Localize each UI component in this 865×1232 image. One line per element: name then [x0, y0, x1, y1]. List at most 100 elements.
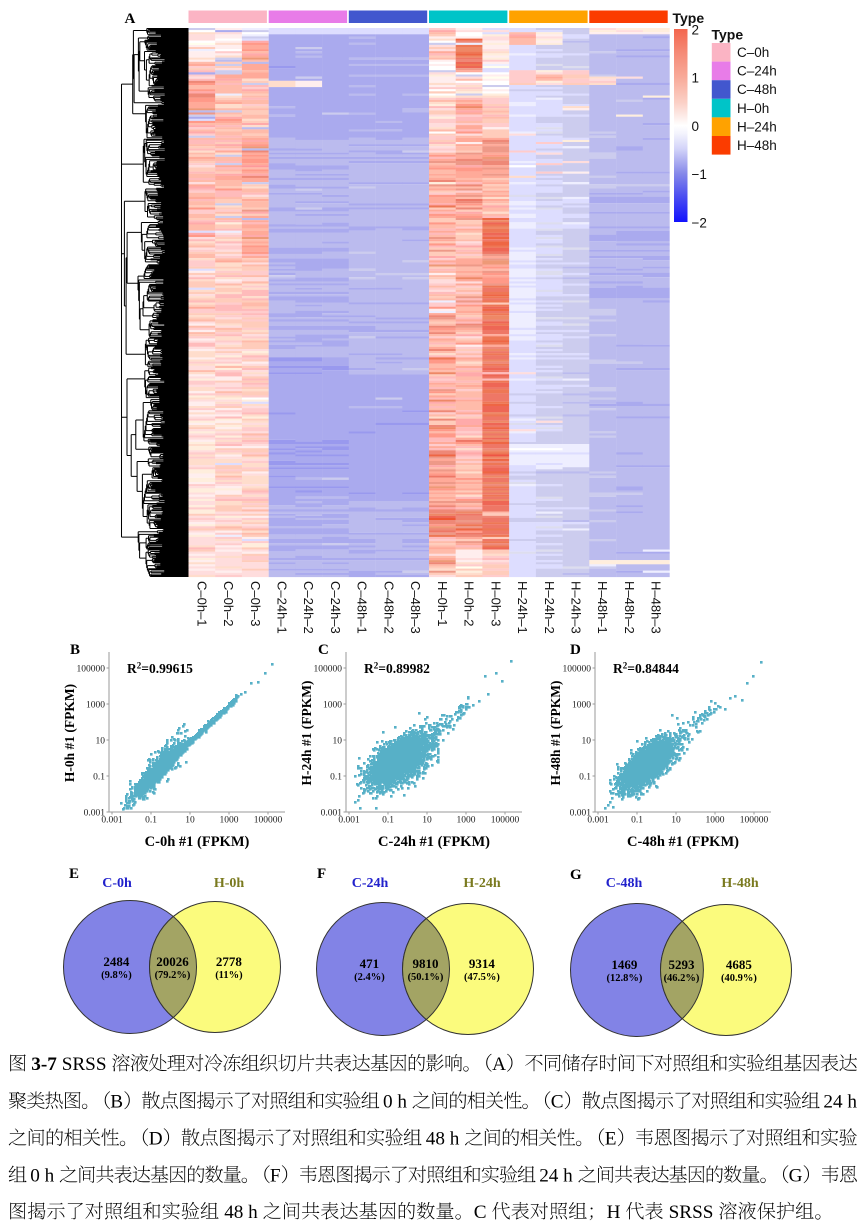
- svg-text:1000: 1000: [572, 700, 591, 710]
- svg-text:10: 10: [582, 736, 592, 746]
- svg-text:(11%): (11%): [215, 970, 243, 981]
- svg-text:100000: 100000: [314, 664, 343, 674]
- svg-text:C–0h–1: C–0h–1: [194, 581, 209, 627]
- svg-text:H–0h–1: H–0h–1: [435, 581, 450, 627]
- svg-text:0.1: 0.1: [579, 772, 591, 782]
- svg-text:E: E: [69, 866, 79, 882]
- svg-text:24 h: 24 h: [823, 1092, 857, 1113]
- svg-text:F: F: [270, 1166, 281, 1187]
- svg-text:1469: 1469: [611, 957, 638, 972]
- svg-text:H–48h: H–48h: [737, 138, 777, 153]
- svg-text:H–48h–3: H–48h–3: [649, 581, 664, 634]
- svg-text:0.001: 0.001: [570, 808, 592, 818]
- svg-text:G: G: [570, 867, 582, 883]
- svg-text:H-48h: H-48h: [721, 876, 759, 891]
- svg-text:H: H: [607, 1202, 626, 1223]
- svg-text:10: 10: [185, 816, 195, 826]
- svg-text:100000: 100000: [491, 816, 520, 826]
- svg-text:C–48h–2: C–48h–2: [381, 581, 396, 634]
- svg-text:0.1: 0.1: [145, 816, 157, 826]
- svg-text:H-24h #1 (FPKM): H-24h #1 (FPKM): [299, 681, 314, 786]
- svg-text:SRSS: SRSS: [669, 1202, 719, 1223]
- svg-text:0.1: 0.1: [93, 772, 105, 782]
- svg-text:1000: 1000: [457, 816, 476, 826]
- svg-text:H–48h–2: H–48h–2: [622, 581, 637, 634]
- svg-text:H–24h–2: H–24h–2: [542, 581, 557, 634]
- svg-text:1: 1: [692, 71, 700, 86]
- svg-text:C-48h #1 (FPKM): C-48h #1 (FPKM): [627, 834, 739, 850]
- svg-text:C–24h–3: C–24h–3: [328, 581, 343, 634]
- svg-text:2484: 2484: [103, 954, 130, 969]
- svg-text:0.001: 0.001: [84, 808, 106, 818]
- svg-text:−1: −1: [692, 167, 707, 182]
- svg-text:1000: 1000: [220, 816, 239, 826]
- svg-text:−2: −2: [692, 215, 707, 230]
- svg-text:D: D: [570, 642, 581, 658]
- svg-text:2: 2: [692, 22, 700, 37]
- svg-text:0.001: 0.001: [321, 808, 343, 818]
- svg-text:0.1: 0.1: [631, 816, 643, 826]
- svg-text:5293: 5293: [669, 957, 696, 972]
- svg-text:4685: 4685: [726, 957, 753, 972]
- svg-text:(47.5%): (47.5%): [464, 972, 500, 983]
- svg-text:(40.9%): (40.9%): [721, 973, 757, 984]
- svg-text:100000: 100000: [740, 816, 769, 826]
- svg-text:(9.8%): (9.8%): [101, 970, 132, 981]
- svg-text:C–0h–3: C–0h–3: [248, 581, 263, 627]
- svg-text:C-0h: C-0h: [102, 876, 132, 891]
- svg-text:1000: 1000: [706, 816, 725, 826]
- svg-text:C–24h: C–24h: [737, 64, 777, 79]
- svg-text:H–0h: H–0h: [737, 101, 769, 116]
- svg-text:3-7: 3-7: [27, 1054, 62, 1075]
- svg-text:H–24h–3: H–24h–3: [569, 581, 584, 634]
- svg-text:D: D: [149, 1129, 163, 1150]
- svg-text:C–24h–1: C–24h–1: [275, 581, 290, 634]
- svg-text:H–0h–3: H–0h–3: [488, 581, 503, 627]
- svg-text:(2.4%): (2.4%): [354, 972, 385, 983]
- svg-text:H–0h–2: H–0h–2: [462, 581, 477, 627]
- svg-text:0.001: 0.001: [587, 816, 609, 826]
- svg-text:9810: 9810: [413, 956, 439, 971]
- svg-text:C-48h: C-48h: [606, 876, 643, 891]
- svg-text:Type: Type: [712, 27, 744, 43]
- svg-text:C–48h: C–48h: [737, 82, 777, 97]
- svg-text:0 h: 0 h: [383, 1092, 412, 1113]
- svg-text:H–24h–1: H–24h–1: [515, 581, 530, 634]
- svg-text:G: G: [789, 1166, 803, 1187]
- svg-text:R2=0.84844: R2=0.84844: [613, 661, 679, 677]
- svg-text:C–24h–2: C–24h–2: [301, 581, 316, 634]
- svg-text:471: 471: [360, 956, 380, 971]
- svg-text:10: 10: [671, 816, 681, 826]
- svg-text:H-24h: H-24h: [463, 876, 501, 891]
- svg-text:(50.1%): (50.1%): [408, 972, 444, 983]
- svg-text:C–48h–3: C–48h–3: [408, 581, 423, 634]
- svg-text:C-24h: C-24h: [352, 876, 389, 891]
- svg-text:100000: 100000: [77, 664, 106, 674]
- svg-text:H-48h #1 (FPKM): H-48h #1 (FPKM): [548, 681, 563, 786]
- svg-text:C–0h–2: C–0h–2: [221, 581, 236, 627]
- svg-text:1000: 1000: [86, 700, 105, 710]
- svg-text:C: C: [474, 1202, 492, 1223]
- svg-text:C: C: [318, 642, 329, 658]
- svg-text:10: 10: [96, 736, 106, 746]
- svg-text:100000: 100000: [563, 664, 592, 674]
- svg-text:20026: 20026: [156, 954, 189, 969]
- svg-text:H-0h #1 (FPKM): H-0h #1 (FPKM): [62, 684, 77, 782]
- svg-text:H–24h: H–24h: [737, 119, 777, 134]
- svg-text:0.1: 0.1: [382, 816, 394, 826]
- svg-text:0.001: 0.001: [101, 816, 123, 826]
- svg-text:(12.8%): (12.8%): [606, 973, 642, 984]
- svg-text:R2=0.99615: R2=0.99615: [127, 661, 193, 677]
- svg-text:2778: 2778: [216, 954, 243, 969]
- svg-text:9314: 9314: [469, 956, 496, 971]
- svg-text:100000: 100000: [254, 816, 283, 826]
- svg-text:1000: 1000: [323, 700, 342, 710]
- svg-text:B: B: [70, 642, 80, 658]
- svg-text:0.001: 0.001: [338, 816, 360, 826]
- svg-text:10: 10: [422, 816, 432, 826]
- svg-text:0: 0: [692, 119, 700, 134]
- svg-text:C–0h: C–0h: [737, 45, 769, 60]
- svg-text:SRSS: SRSS: [62, 1054, 112, 1075]
- svg-text:H-0h: H-0h: [214, 876, 245, 891]
- svg-text:A: A: [125, 11, 136, 27]
